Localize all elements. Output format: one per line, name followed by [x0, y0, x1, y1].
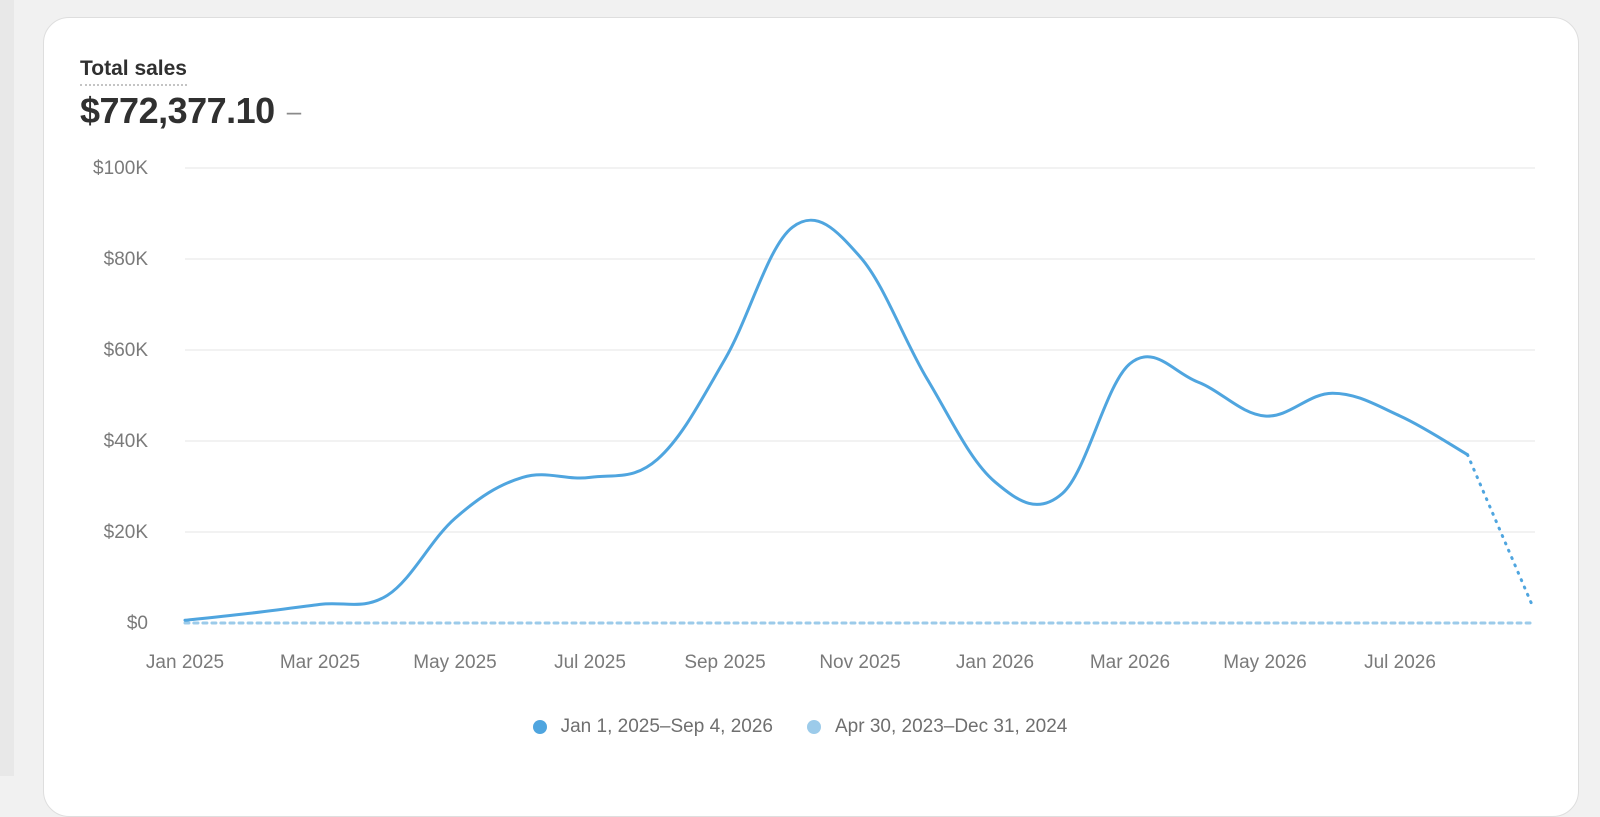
x-tick-label: Mar 2026 [1090, 652, 1170, 673]
y-tick-label: $40K [104, 431, 149, 452]
series-line-primary-partial [1466, 453, 1535, 609]
y-tick-label: $0 [127, 613, 148, 634]
left-edge-strip [0, 0, 14, 776]
x-tick-label: Sep 2025 [684, 652, 765, 673]
legend-label: Apr 30, 2023–Dec 31, 2024 [834, 716, 1068, 737]
y-tick-label: $80K [104, 249, 149, 270]
legend-label: Jan 1, 2025–Sep 4, 2026 [560, 716, 773, 737]
x-tick-label: May 2026 [1223, 652, 1306, 673]
metric-value-row: $772,377.10 – [80, 90, 301, 132]
x-tick-label: Jan 2026 [956, 652, 1034, 673]
legend-item[interactable]: Jan 1, 2025–Sep 4, 2026 [532, 716, 773, 738]
y-tick-label: $20K [104, 522, 149, 543]
x-tick-label: Jan 2025 [146, 652, 224, 673]
y-axis-ticks: $0 $20K $40K $60K $80K $100K [93, 158, 148, 634]
x-tick-label: Jul 2025 [554, 652, 626, 673]
legend-dot [532, 720, 547, 734]
total-sales-card [43, 17, 1579, 817]
metric-title[interactable]: Total sales [80, 56, 187, 86]
x-tick-label: Jul 2026 [1364, 652, 1436, 673]
x-tick-label: Mar 2025 [280, 652, 360, 673]
grid-lines [185, 167, 1535, 533]
sales-line-chart: $0 $20K $40K $60K $80K $100K Jan 2025 Mar 2025… [93, 158, 1535, 673]
x-axis-ticks: Jan 2025 Mar 2025 May 2025 Jul 2025 Sep 2025… [146, 652, 1436, 673]
legend-item[interactable]: Apr 30, 2023–Dec 31, 2024 [806, 716, 1068, 738]
y-tick-label: $100K [93, 158, 148, 179]
metric-delta: – [286, 95, 302, 126]
legend-dot [806, 720, 821, 734]
metric-value: $772,377.10 [80, 90, 275, 131]
series-lines [183, 218, 1535, 625]
y-tick-label: $60K [104, 340, 149, 361]
series-line-primary [183, 218, 1469, 622]
x-tick-label: May 2025 [413, 652, 496, 673]
chart-legend: Jan 1, 2025–Sep 4, 2026 Apr 30, 2023–Dec … [0, 716, 1600, 738]
x-tick-label: Nov 2025 [819, 652, 900, 673]
